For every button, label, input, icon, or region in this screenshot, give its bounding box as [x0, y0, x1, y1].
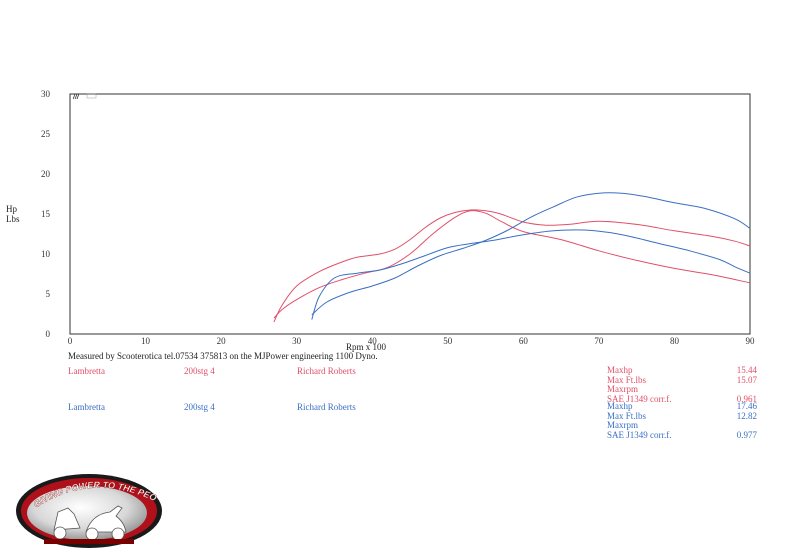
stat-label: SAE J1349 corr.f.: [607, 393, 672, 404]
y-tick-label: 20: [41, 169, 51, 179]
x-tick-label: 10: [141, 336, 151, 346]
series-layer: [273, 192, 751, 323]
stat-row: Maxhp 15.44: [607, 365, 757, 376]
x-tick-label: 70: [594, 336, 604, 346]
stat-label: Max Ft.lbs: [607, 410, 647, 421]
run-2-rider: Richard Roberts: [297, 402, 356, 412]
y-tick-label: 30: [41, 89, 51, 99]
x-tick-label: 80: [670, 336, 680, 346]
stat-row: Maxrpm: [607, 420, 757, 431]
stat-label: SAE J1349 corr.f.: [607, 429, 672, 440]
stat-label: Maxrpm: [607, 384, 638, 394]
y-axis-label-hp: Hp: [6, 204, 17, 214]
stat-label: Max Ft.lbs: [607, 374, 647, 385]
measured-by-note: Measured by Scooterotica tel.07534 37581…: [68, 351, 378, 361]
stat-label: Maxrpm: [607, 420, 638, 430]
run-1-rider: Richard Roberts: [297, 366, 356, 376]
scooter-silhouette-icon: [53, 505, 127, 541]
run-2-make: Lambretta: [68, 402, 105, 412]
x-tick-label: 0: [68, 336, 73, 346]
stat-value: 0.977: [736, 429, 757, 440]
series-line-3: [311, 229, 751, 320]
stat-label: Maxhp: [607, 365, 633, 375]
run-1-make: Lambretta: [68, 366, 105, 376]
x-axis-label: Rpm x 100: [346, 342, 387, 352]
y-tick-label: 15: [41, 209, 51, 219]
run-1-stats: Maxhp 15.44 Max Ft.lbs 15.07 Maxrpm SAE J1…: [607, 365, 757, 405]
x-tick-label: 60: [519, 336, 529, 346]
logo-url-strip: [44, 539, 134, 544]
stat-row: SAE J1349 corr.f. 0.961: [607, 393, 757, 405]
stat-row: Maxhp 17.46: [607, 401, 757, 412]
series-line-4: [311, 192, 751, 316]
run-1-kit: 200stg 4: [184, 366, 215, 376]
y-axis-label: Hp Lbs: [6, 204, 20, 224]
stat-value: 0.961: [736, 393, 757, 404]
run-2-stats: Maxhp 17.46 Max Ft.lbs 12.82 Maxrpm SAE J1…: [607, 401, 757, 441]
x-tick-label: 20: [217, 336, 227, 346]
stat-label: Maxhp: [607, 401, 633, 411]
series-line-2: [273, 210, 751, 319]
stat-row: Max Ft.lbs 12.82: [607, 410, 757, 422]
y-tick-label: 10: [41, 249, 51, 259]
series-line-1: [273, 209, 751, 323]
y-axis-label-lbs: Lbs: [6, 214, 20, 224]
stat-value: 15.44: [736, 365, 757, 375]
stat-value: 15.07: [736, 374, 757, 385]
stat-row: SAE J1349 corr.f. 0.977: [607, 429, 757, 441]
x-tick-label: 40: [368, 336, 378, 346]
x-tick-label: 90: [746, 336, 756, 346]
y-axis-ticks: 0 5 10 15 20 25 30: [41, 89, 51, 339]
y-tick-label: 5: [46, 289, 51, 299]
scooterotica-logo: GIVING POWER TO THE PEOPLE!: [14, 470, 162, 548]
stat-value: 12.82: [736, 410, 757, 421]
y-tick-label: 25: [41, 129, 51, 139]
run-2-kit: 200stg 4: [184, 402, 215, 412]
stat-row: Max Ft.lbs 15.07: [607, 374, 757, 386]
plot-frame: [69, 93, 751, 335]
stat-row: Maxrpm: [607, 384, 757, 395]
x-axis-ticks: 0 10 20 30 40 50 60 70 80 90: [68, 336, 755, 346]
y-tick-label: 0: [46, 329, 51, 339]
x-tick-label: 30: [292, 336, 302, 346]
svg-text:///: ///: [72, 94, 80, 101]
dyno-badge: ///: [72, 93, 97, 101]
x-tick-label: 50: [443, 336, 453, 346]
stat-value: 17.46: [736, 401, 757, 411]
